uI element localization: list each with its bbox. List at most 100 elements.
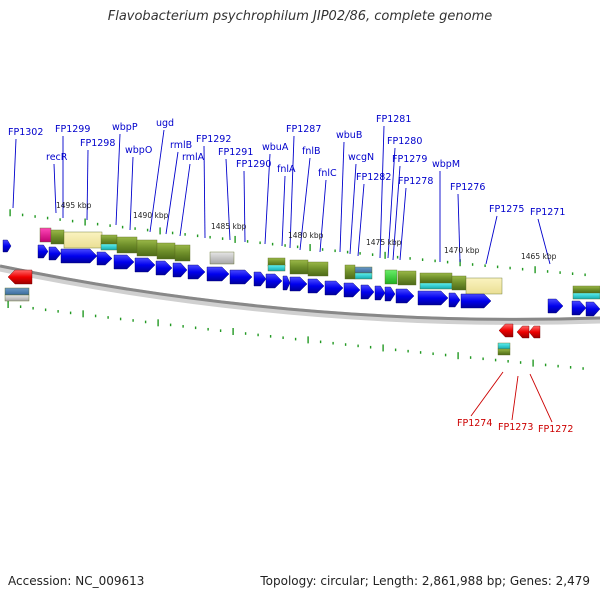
gene-label-FP1299: FP1299	[55, 124, 90, 135]
feature-block	[419, 282, 453, 290]
tick-mark	[71, 219, 74, 223]
gene-label-FP1291: FP1291	[218, 147, 253, 158]
leader-line	[179, 163, 191, 237]
tick-mark	[507, 359, 509, 363]
genome-backbone	[0, 264, 600, 325]
gene-arrow-forward	[282, 275, 291, 291]
tick-mark	[459, 259, 461, 267]
leader-line	[387, 147, 396, 259]
leader-line	[537, 218, 551, 265]
leader-line	[264, 153, 271, 245]
tick-mark	[421, 258, 424, 261]
tick-mark	[134, 227, 136, 230]
tick-mark	[346, 250, 349, 254]
gene-label-FP1279: FP1279	[392, 154, 427, 165]
gene-label-fnlB: fnlB	[302, 146, 321, 157]
leader-line	[86, 149, 89, 221]
tick-mark	[359, 252, 361, 255]
gene-label-FP1298: FP1298	[80, 138, 115, 149]
gene-arrow-forward	[571, 300, 587, 316]
gene-label-wbpO: wbpO	[125, 145, 152, 156]
label-leaders	[12, 125, 553, 423]
genome-summary-text: Topology: circular; Length: 2,861,988 bp…	[260, 574, 590, 588]
feature-block	[497, 342, 511, 350]
gene-label-wcgN: wcgN	[348, 152, 374, 163]
feature-block	[100, 243, 118, 251]
tick-mark	[159, 227, 161, 235]
kbp-labels: 1495 kbp 1490 kbp 1485 kbp 1480 kbp 1475 kbp…	[56, 201, 557, 261]
leader-line	[470, 371, 504, 417]
feature-block	[4, 287, 30, 296]
tick-mark	[444, 353, 447, 357]
leader-line	[281, 175, 286, 247]
gene-arrow-forward	[229, 269, 253, 285]
tick-mark	[219, 329, 222, 332]
tick-mark	[171, 231, 174, 235]
gene-label-FP1290: FP1290	[236, 159, 271, 170]
tick-mark	[446, 260, 449, 264]
tick-mark	[582, 367, 584, 370]
gene-arrow-forward	[113, 254, 135, 270]
leader-line	[319, 179, 327, 253]
feature-block	[63, 231, 103, 249]
tick-mark	[434, 259, 436, 263]
tick-mark	[469, 356, 472, 359]
tick-mark	[144, 320, 147, 324]
gene-arrow-forward	[324, 280, 344, 296]
tick-mark	[369, 345, 372, 349]
gene-arrow-reverse	[528, 325, 541, 339]
feature-block	[307, 261, 329, 277]
gene-label-fnlA: fnlA	[277, 164, 296, 175]
gene-arrow-reverse	[516, 325, 530, 339]
backbone-shadow	[0, 264, 600, 325]
gene-label-fnlC: fnlC	[318, 168, 337, 179]
tick-mark	[584, 273, 586, 277]
leader-line	[349, 163, 357, 255]
gene-arrow-forward	[547, 298, 564, 314]
tick-mark	[307, 336, 309, 344]
gene-arrow-forward	[155, 260, 173, 276]
kbp-label: 1470 kbp	[444, 246, 480, 255]
feature-block	[572, 285, 600, 294]
tick-mark	[209, 235, 211, 239]
tick-mark	[21, 213, 24, 217]
leader-line	[457, 193, 461, 263]
tick-mark	[69, 311, 72, 315]
tick-mark	[269, 335, 272, 338]
feature-block	[354, 266, 373, 274]
tick-mark	[57, 310, 59, 313]
leader-line	[115, 133, 121, 226]
leader-line	[511, 375, 519, 421]
tick-mark	[371, 253, 374, 256]
tick-mark	[259, 241, 261, 245]
gene-label-FP1281: FP1281	[376, 114, 411, 125]
tick-mark	[384, 251, 386, 259]
tick-mark	[471, 263, 474, 266]
tick-mark	[34, 215, 36, 218]
gene-arrow-forward	[60, 248, 98, 264]
gene-labels: FP1302 recR FP1299 FP1298 wbpP wbpO ugd rmlBrml…	[8, 114, 573, 435]
gene-arrow-forward	[384, 286, 396, 302]
tick-mark	[532, 359, 534, 367]
tick-mark	[121, 225, 124, 229]
tick-mark	[107, 316, 109, 319]
tick-mark	[146, 228, 149, 232]
gene-label-wbpP: wbpP	[112, 122, 138, 133]
tick-mark	[496, 265, 499, 269]
tick-mark	[109, 224, 111, 227]
feature-block	[289, 259, 309, 275]
tick-mark	[519, 361, 522, 364]
leader-line	[399, 187, 407, 261]
tick-mark	[44, 308, 47, 312]
leader-line	[485, 215, 498, 265]
gene-arrow-forward	[448, 292, 461, 308]
leader-line	[129, 156, 134, 231]
tick-mark	[46, 216, 49, 220]
gene-arrow-forward	[460, 293, 492, 309]
leader-line	[149, 129, 165, 233]
feature-block	[136, 239, 158, 257]
tick-mark	[432, 352, 434, 356]
gene-arrow-forward	[374, 285, 386, 301]
gene-arrow-reverse	[7, 269, 33, 285]
feature-block	[497, 348, 511, 356]
